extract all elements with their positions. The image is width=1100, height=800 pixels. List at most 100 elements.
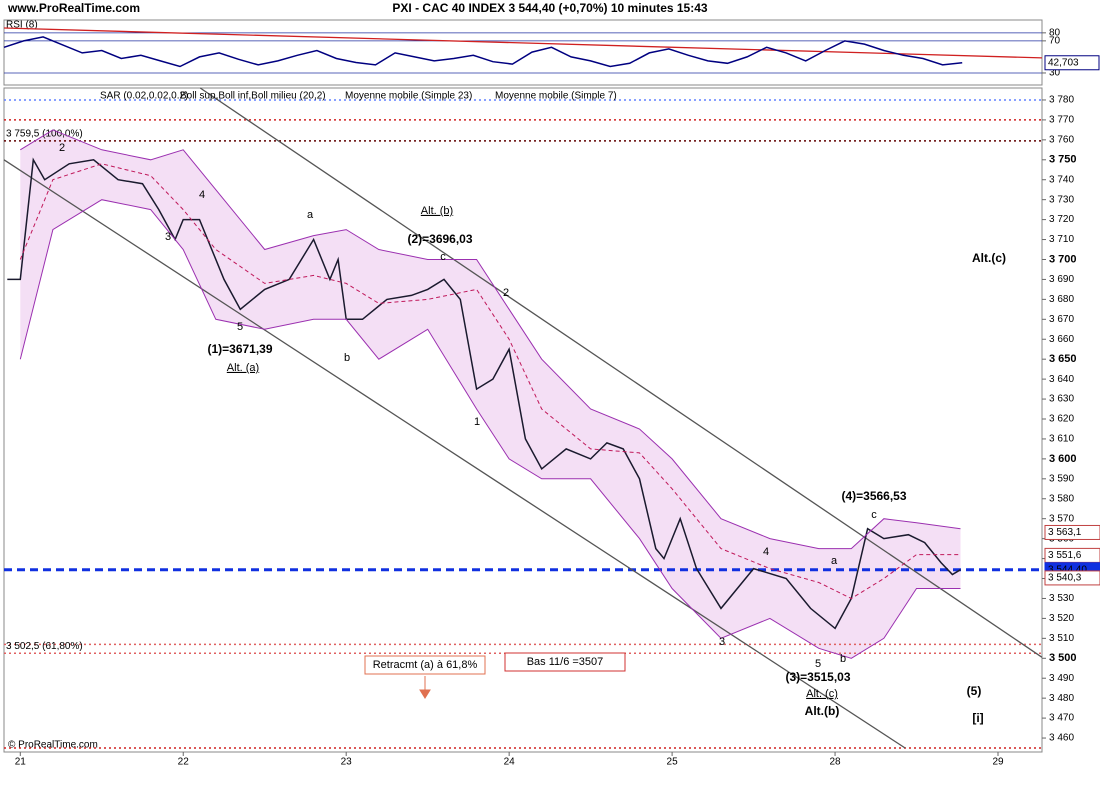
- y-tick-label: 3 780: [1049, 95, 1074, 106]
- y-tick-label: 3 680: [1049, 294, 1074, 305]
- price-label: 3 544,40: [1048, 564, 1087, 575]
- y-tick-label: 3 460: [1049, 733, 1074, 744]
- arrow: [419, 676, 431, 699]
- annotation: a: [831, 555, 838, 567]
- x-tick-label: 23: [341, 757, 353, 768]
- price-box: [1044, 524, 1100, 540]
- annotation: 4: [199, 189, 205, 201]
- y-tick-label: 3 770: [1049, 115, 1074, 126]
- y-tick-label: 3 630: [1049, 394, 1074, 405]
- y-tick-label: 3 670: [1049, 314, 1074, 325]
- annotation: 4: [763, 546, 769, 558]
- y-tick-label: 3 690: [1049, 274, 1074, 285]
- annotation: 2: [503, 287, 509, 299]
- y-tick-label: 3 750: [1049, 154, 1077, 166]
- x-tick-label: 28: [829, 757, 841, 768]
- annotation: b: [344, 352, 350, 364]
- y-tick-label: 3 710: [1049, 234, 1074, 245]
- annotation: Bas 11/6 =3507: [527, 656, 604, 668]
- y-tick-label: 3 500: [1049, 652, 1077, 664]
- annotation: Alt. (b): [421, 205, 453, 217]
- y-tick-label: 3 570: [1049, 513, 1074, 524]
- rsi-frame: [3, 19, 1043, 86]
- y-tick-label: 70: [1049, 36, 1061, 47]
- annotation: b: [840, 653, 846, 665]
- level-label: 3 759,5 (100,0%): [6, 128, 83, 139]
- line-series: [19, 163, 961, 600]
- annotation: 2: [59, 142, 65, 154]
- site: www.ProRealTime.com: [7, 1, 140, 15]
- value-label: 42,703: [1048, 57, 1079, 68]
- annotation-box: [504, 652, 626, 672]
- y-tick-label: 3 650: [1049, 353, 1077, 365]
- rsi-title: RSI (8): [6, 20, 38, 31]
- line-series: [19, 199, 961, 659]
- annotation: (1)=3671,39: [207, 342, 272, 356]
- annotation: Alt. (a): [227, 362, 259, 374]
- annotation: Retracmt (a) à 61,8%: [373, 659, 478, 671]
- y-tick-label: 3 620: [1049, 414, 1074, 425]
- legend-entry: Moyenne mobile (Simple 23): [345, 91, 472, 102]
- chart-title: PXI - CAC 40 INDEX 3 544,40 (+0,70%) 10 …: [392, 1, 707, 15]
- annotation: Alt.(c): [972, 251, 1006, 265]
- annotation: (3)=3515,03: [785, 670, 850, 684]
- x-tick-label: 25: [667, 757, 679, 768]
- legend-entry: SAR (0.02,0.02,0.2): [100, 91, 188, 102]
- annotation: 1: [474, 416, 480, 428]
- price-label: 3 563,1: [1048, 527, 1082, 538]
- line-series: [3, 36, 963, 68]
- y-tick-label: 3 700: [1049, 253, 1077, 265]
- y-tick-label: 3 720: [1049, 214, 1074, 225]
- line-series: [3, 159, 906, 749]
- band-fill: [20, 129, 961, 659]
- level-label: 3 502,5 (61,80%): [6, 641, 83, 652]
- price-label: 3 551,6: [1048, 550, 1082, 561]
- y-tick-label: 3 640: [1049, 374, 1074, 385]
- legend-entry: Moyenne mobile (Simple 7): [495, 91, 617, 102]
- legend-entry: Boll sup,Boll inf,Boll milieu (20,2): [180, 91, 326, 102]
- line-series: [7, 157, 961, 630]
- y-tick-label: 3 480: [1049, 693, 1074, 704]
- y-tick-label: 3 660: [1049, 334, 1074, 345]
- annotation: 5: [815, 658, 821, 670]
- y-tick-label: 3 760: [1049, 134, 1074, 145]
- annotation: (2)=3696,03: [407, 232, 472, 246]
- annotation-box: [364, 655, 486, 675]
- annotation: Alt.(b): [805, 704, 840, 718]
- annotation: (4)=3566,53: [841, 489, 906, 503]
- annotation: c: [440, 251, 446, 263]
- y-tick-label: 80: [1049, 27, 1061, 38]
- line-series: [20, 129, 961, 550]
- y-tick-label: 3 470: [1049, 713, 1074, 724]
- annotation: 5: [237, 321, 243, 333]
- y-tick-label: 3 580: [1049, 493, 1074, 504]
- annotation: c: [871, 509, 877, 521]
- footer: © ProRealTime.com: [8, 740, 98, 751]
- x-tick-label: 24: [504, 757, 516, 768]
- price-box: [1044, 570, 1100, 586]
- x-tick-label: 29: [992, 757, 1004, 768]
- y-tick-label: 3 510: [1049, 633, 1074, 644]
- annotation: 3: [165, 231, 171, 243]
- y-tick-label: 3 610: [1049, 434, 1074, 445]
- x-tick-label: 21: [15, 757, 27, 768]
- price-label: 3 540,3: [1048, 573, 1082, 584]
- y-tick-label: 3 590: [1049, 473, 1074, 484]
- annotation: (5): [967, 684, 982, 698]
- y-tick-label: 3 520: [1049, 613, 1074, 624]
- line-series: [3, 27, 1043, 59]
- annotation: [i]: [972, 711, 983, 725]
- price-frame: [3, 87, 1043, 753]
- y-tick-label: 3 490: [1049, 673, 1074, 684]
- y-tick-label: 3 600: [1049, 453, 1077, 465]
- x-tick-label: 22: [178, 757, 190, 768]
- y-tick-label: 3 740: [1049, 174, 1074, 185]
- line-series: [199, 87, 1043, 658]
- y-tick-label: 3 530: [1049, 593, 1074, 604]
- annotation: Alt. (c): [806, 688, 838, 700]
- annotation: 3: [719, 636, 725, 648]
- y-tick-label: 30: [1049, 68, 1061, 79]
- annotation: a: [307, 209, 314, 221]
